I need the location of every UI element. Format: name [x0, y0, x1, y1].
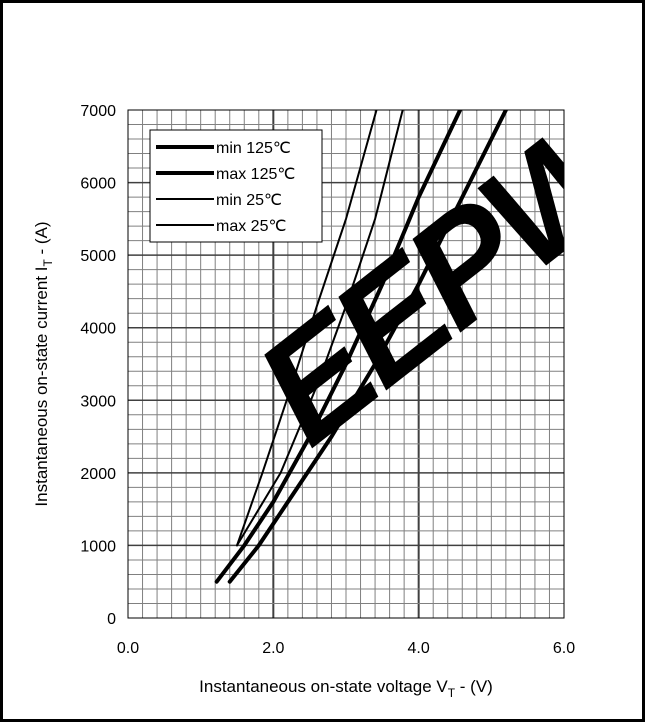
y-tick-label: 7000	[80, 103, 116, 120]
x-tick-label: 6.0	[553, 640, 575, 657]
y-axis-label: Instantaneous on-state current IT - (A)	[32, 221, 55, 506]
legend-label: min 25℃	[216, 192, 282, 209]
x-tick-labels: 0.0 2.0 4.0 6.0	[117, 640, 575, 657]
y-tick-label: 6000	[80, 176, 116, 193]
chart: EEPW 0.0 2.0 4.0 6.0 0100020003000400050006…	[32, 103, 575, 700]
y-tick-label: 2000	[80, 466, 116, 483]
y-tick-label: 1000	[80, 538, 116, 555]
legend-label: max 25℃	[216, 218, 286, 235]
x-axis-label: Instantaneous on-state voltage VT - (V)	[199, 677, 493, 700]
legend-label: max 125℃	[216, 166, 295, 183]
legend-label: min 125℃	[216, 140, 291, 157]
series-line-3	[236, 110, 378, 547]
y-tick-label: 0	[107, 611, 116, 628]
plot-border	[127, 109, 565, 619]
x-tick-label: 4.0	[408, 640, 430, 657]
series-line-2	[227, 110, 508, 584]
x-tick-label: 2.0	[262, 640, 284, 657]
legend: min 125℃ max 125℃ min 25℃ max 25℃	[149, 129, 323, 243]
y-tick-label: 4000	[80, 321, 116, 338]
y-tick-label: 5000	[80, 248, 116, 265]
y-tick-label: 3000	[80, 393, 116, 410]
series-lines	[214, 110, 508, 584]
series-line-1	[214, 110, 463, 584]
y-tick-labels: 0 1000 2000 3000 4000 5000 6000 7000	[80, 103, 116, 628]
x-tick-label: 0.0	[117, 640, 139, 657]
series-line-4	[236, 110, 404, 547]
